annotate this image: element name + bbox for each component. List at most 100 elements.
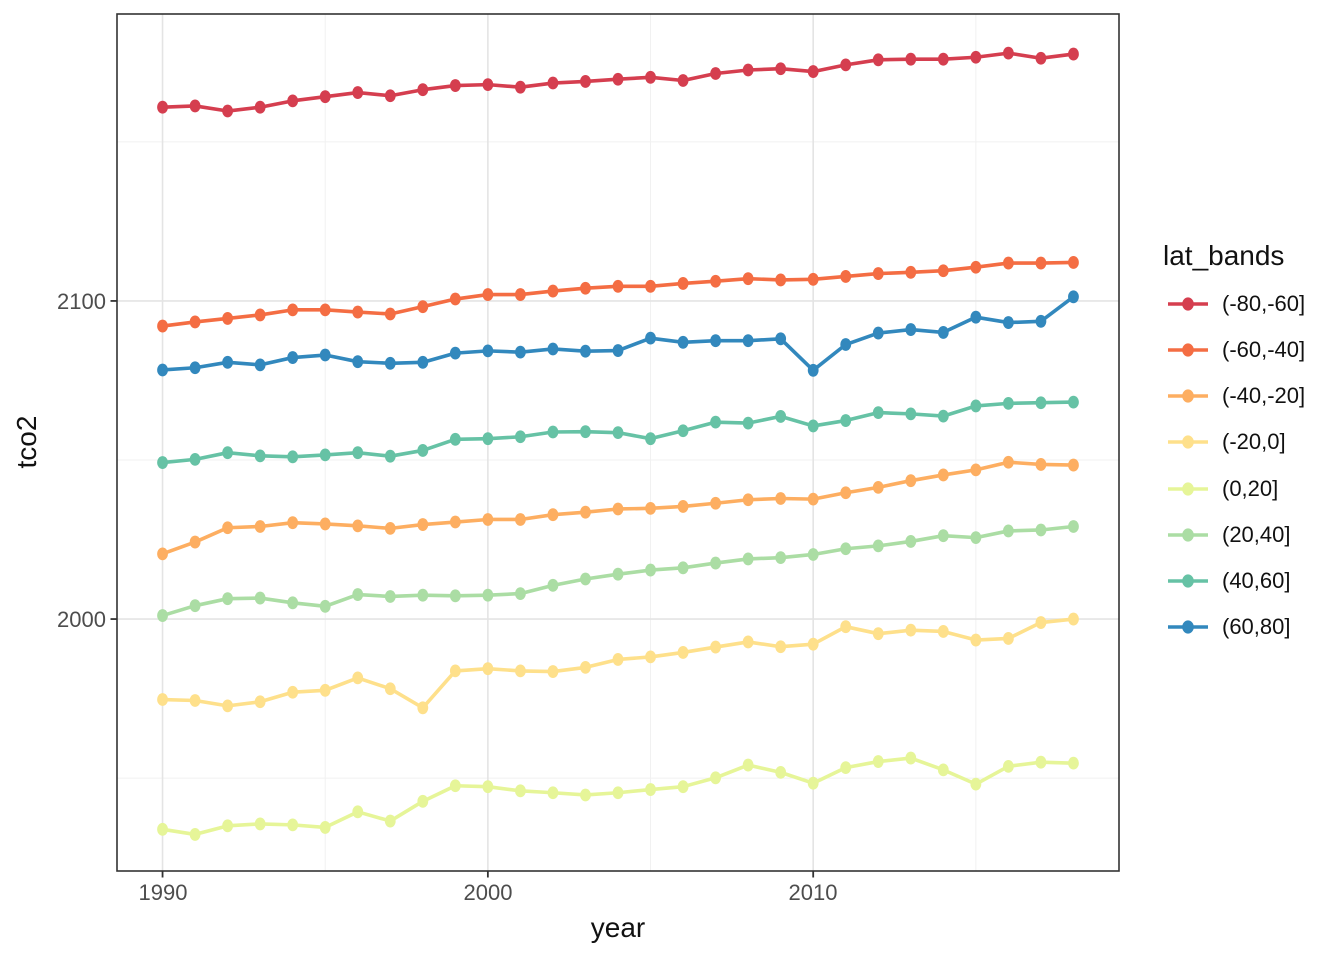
data-point: [547, 425, 559, 439]
panel-border: [116, 13, 1120, 872]
data-point: [384, 449, 396, 463]
data-point: [612, 786, 624, 800]
data-point: [1035, 256, 1047, 270]
data-point: [645, 563, 656, 577]
data-point: [1035, 51, 1047, 65]
data-point: [417, 518, 429, 531]
data-point: [872, 755, 884, 768]
data-point: [872, 539, 884, 553]
data-point: [807, 363, 819, 377]
data-point: [352, 355, 364, 369]
data-point: [482, 78, 494, 92]
data-point: [905, 265, 917, 279]
data-point: [1002, 316, 1014, 329]
data-point: [612, 567, 624, 581]
data-point: [612, 502, 624, 516]
data-point: [775, 551, 787, 565]
data-point: [222, 104, 234, 118]
data-point: [1068, 520, 1079, 533]
data-point: [937, 52, 949, 66]
data-point: [352, 671, 364, 685]
data-point: [384, 814, 396, 828]
data-point: [189, 315, 201, 329]
data-point: [352, 519, 364, 533]
data-point: [189, 535, 201, 549]
data-point: [1035, 314, 1047, 328]
data-point: [449, 779, 461, 793]
data-point: [384, 307, 396, 321]
data-point: [742, 758, 754, 772]
data-point: [775, 765, 787, 779]
data-point: [677, 335, 689, 349]
data-point: [1002, 46, 1014, 60]
data-point: [547, 786, 559, 800]
data-point: [515, 288, 526, 301]
data-point: [645, 331, 656, 345]
data-point: [807, 65, 819, 78]
data-point: [677, 646, 689, 659]
data-point: [254, 449, 266, 463]
data-point: [710, 274, 721, 288]
x-axis-title: year: [590, 912, 646, 943]
data-point: [645, 501, 656, 515]
data-point: [254, 695, 266, 709]
data-point: [775, 273, 787, 287]
data-point: [775, 62, 787, 76]
data-point: [287, 94, 299, 108]
data-point: [352, 86, 364, 99]
data-point: [872, 326, 884, 340]
data-point: [677, 277, 689, 290]
data-point: [547, 578, 559, 592]
data-point: [222, 592, 234, 606]
data-point: [287, 303, 299, 317]
data-point: [384, 682, 396, 696]
data-point: [222, 521, 234, 535]
data-point: [840, 338, 852, 351]
data-point: [1035, 523, 1047, 537]
data-point: [222, 312, 234, 325]
data-point: [222, 699, 234, 713]
data-point: [872, 406, 884, 419]
data-point: [384, 590, 396, 603]
data-point: [515, 513, 526, 526]
data-point: [515, 664, 526, 678]
data-point: [580, 425, 591, 439]
data-point: [937, 763, 949, 777]
data-point: [222, 446, 234, 460]
data-point: [645, 650, 656, 664]
data-point: [937, 529, 949, 543]
data-point: [1068, 612, 1079, 626]
data-point: [1002, 759, 1014, 773]
data-point: [580, 505, 591, 519]
data-point: [547, 508, 559, 522]
data-point: [970, 50, 982, 64]
x-tick-label: 1990: [138, 880, 188, 905]
data-point: [352, 588, 364, 601]
data-point: [840, 58, 852, 72]
data-point: [222, 355, 234, 369]
data-point: [742, 416, 754, 430]
data-point: [547, 76, 559, 90]
data-point: [807, 492, 819, 506]
data-point: [710, 415, 721, 429]
data-point: [319, 303, 331, 317]
data-point: [189, 99, 201, 113]
data-point: [547, 665, 559, 678]
data-point: [677, 74, 689, 87]
data-point: [319, 448, 331, 462]
data-point: [775, 492, 787, 505]
data-point: [449, 432, 461, 446]
y-axis-title: tco2: [11, 415, 42, 469]
data-point: [970, 531, 982, 545]
data-point: [189, 828, 201, 841]
data-point: [319, 683, 331, 697]
data-point: [547, 284, 559, 298]
data-point: [482, 588, 494, 602]
data-point: [677, 500, 689, 513]
data-point: [189, 599, 201, 613]
data-point: [710, 334, 721, 348]
data-point: [189, 361, 201, 375]
data-point: [515, 587, 526, 601]
